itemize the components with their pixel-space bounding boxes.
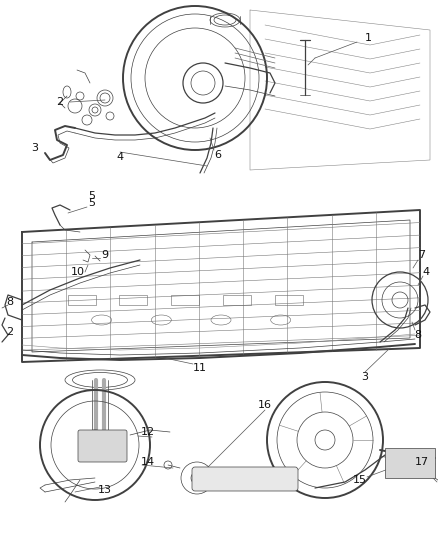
Text: 5: 5 [88, 191, 95, 201]
Text: 6: 6 [215, 150, 222, 160]
FancyBboxPatch shape [78, 430, 127, 462]
Bar [223, 295, 251, 305]
Bar [385, 448, 435, 478]
Text: 3: 3 [32, 143, 39, 153]
Text: 4: 4 [422, 267, 430, 277]
Text: 5: 5 [88, 198, 95, 208]
Text: 14: 14 [141, 457, 155, 467]
Text: 2: 2 [7, 327, 14, 337]
Text: 16: 16 [258, 400, 272, 410]
Text: 1: 1 [364, 33, 371, 43]
Bar [171, 295, 199, 305]
Text: 15: 15 [353, 475, 367, 485]
Bar [120, 295, 148, 305]
Bar [68, 295, 95, 305]
Text: 8: 8 [414, 330, 421, 340]
Text: 13: 13 [98, 485, 112, 495]
Text: 3: 3 [361, 372, 368, 382]
Text: 12: 12 [141, 427, 155, 437]
Text: 17: 17 [415, 457, 429, 467]
FancyBboxPatch shape [192, 467, 298, 491]
Text: 11: 11 [193, 363, 207, 373]
Text: 2: 2 [57, 97, 64, 107]
Text: 8: 8 [7, 297, 14, 307]
Text: 7: 7 [418, 250, 426, 260]
Text: 9: 9 [102, 250, 109, 260]
Text: 4: 4 [117, 152, 124, 162]
Text: 10: 10 [71, 267, 85, 277]
Bar [275, 295, 303, 305]
